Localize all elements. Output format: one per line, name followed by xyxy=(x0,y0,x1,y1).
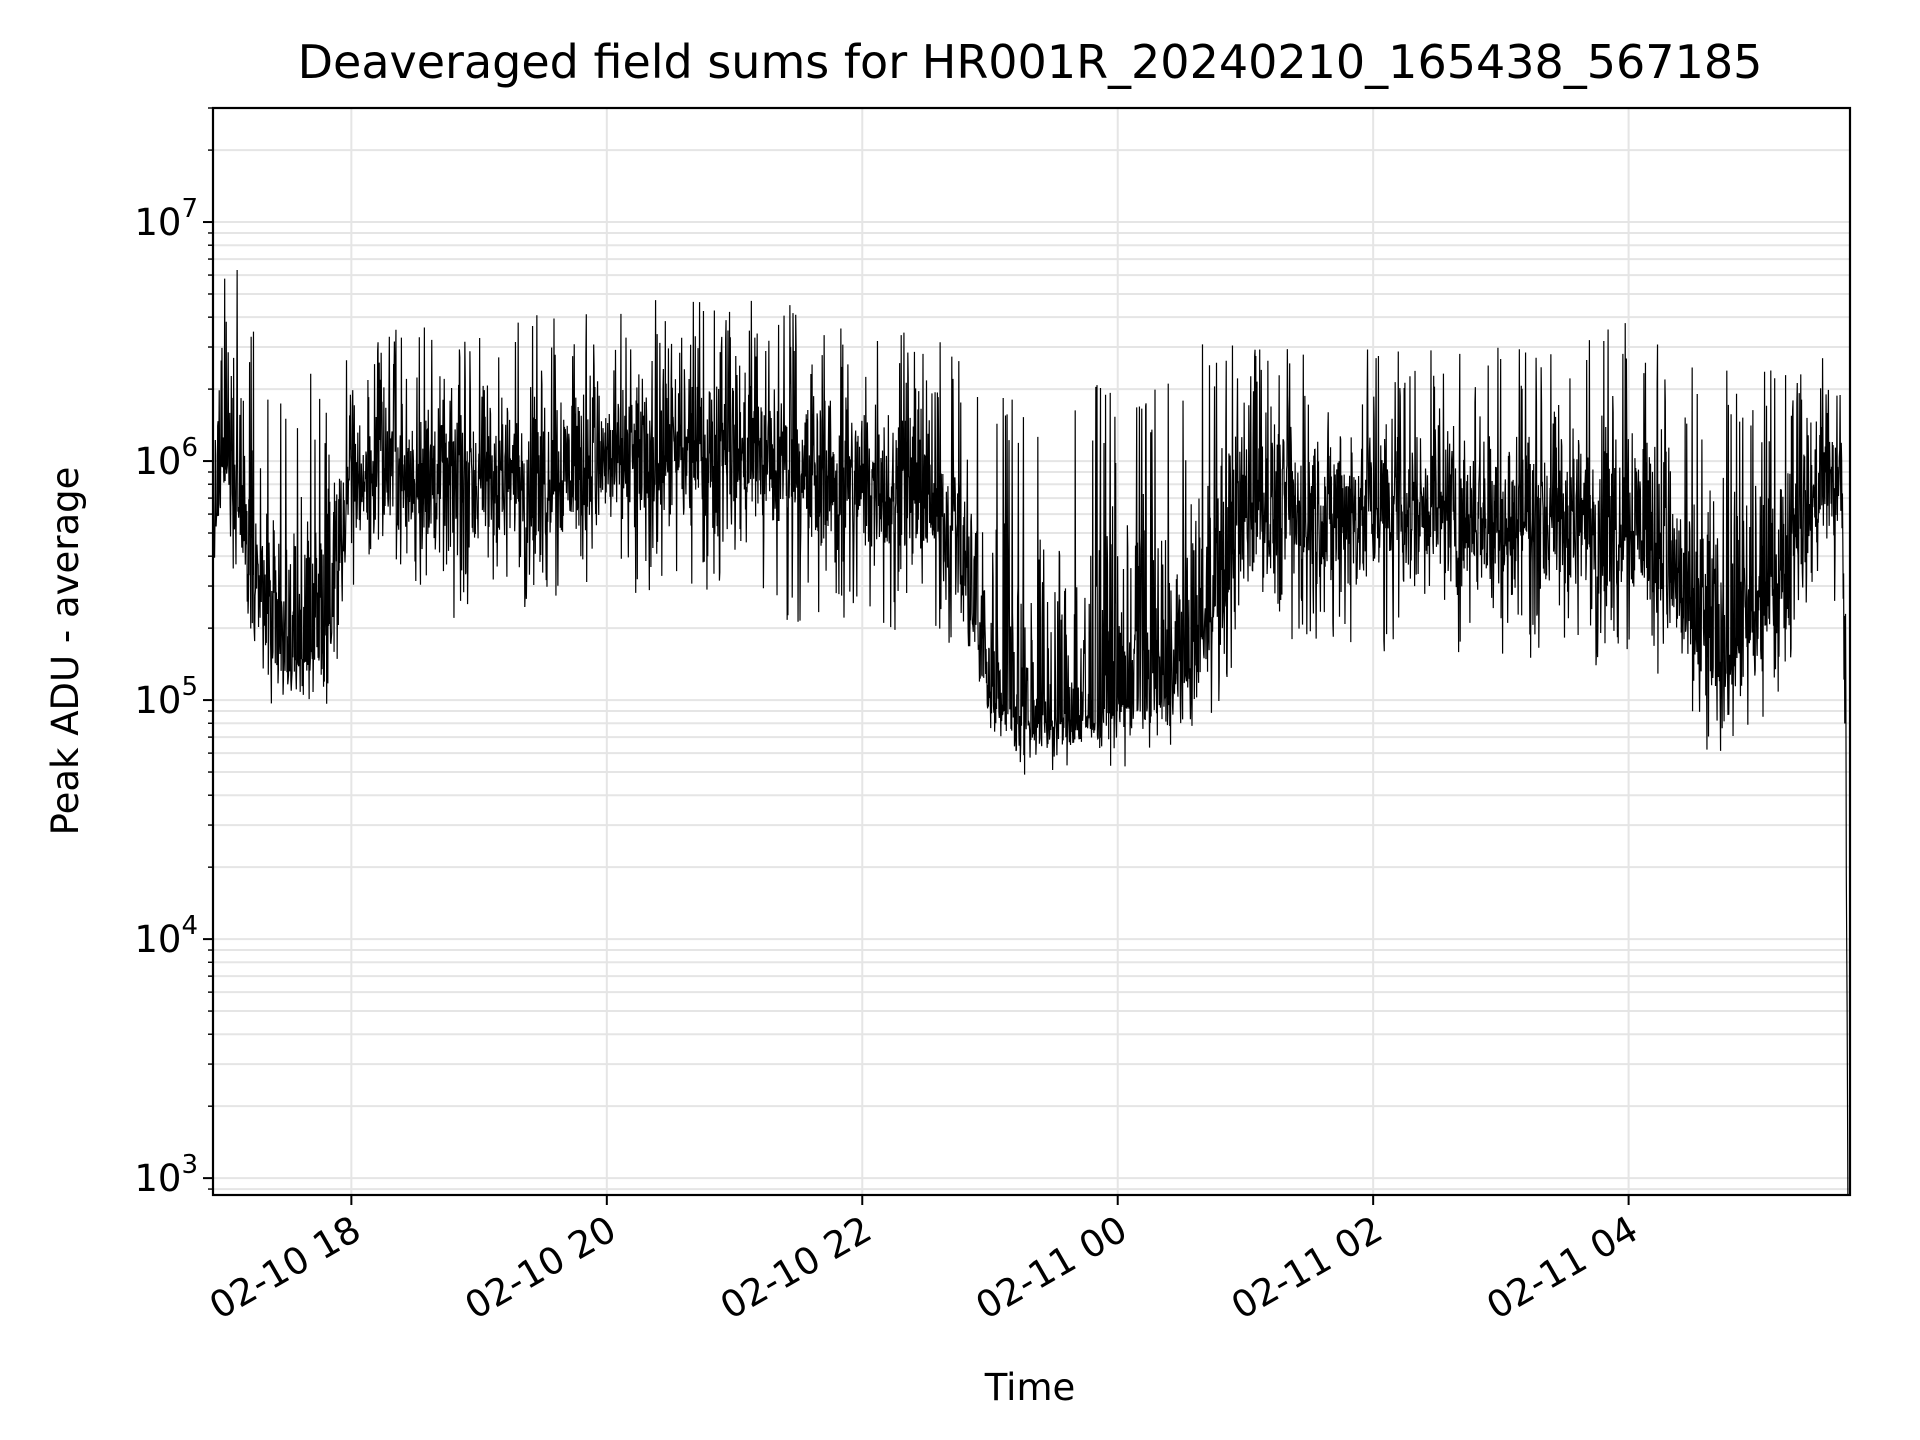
y-axis-label: Peak ADU - average xyxy=(44,467,87,836)
y-tick-label: 104 xyxy=(134,911,198,961)
y-tick-label: 105 xyxy=(134,672,198,722)
chart-title: Deaveraged field sums for HR001R_2024021… xyxy=(298,35,1763,89)
series-path xyxy=(212,270,1849,1196)
series-line xyxy=(212,270,1849,1196)
y-tick-label: 107 xyxy=(134,194,198,244)
plot-frame xyxy=(211,106,1852,1197)
x-axis-label: Time xyxy=(984,1366,1076,1409)
y-tick-label: 106 xyxy=(134,433,198,483)
y-tick-label: 103 xyxy=(134,1150,198,1200)
y-axis: 103 104 105 106 107 xyxy=(134,107,213,1200)
grid xyxy=(213,107,1850,1195)
